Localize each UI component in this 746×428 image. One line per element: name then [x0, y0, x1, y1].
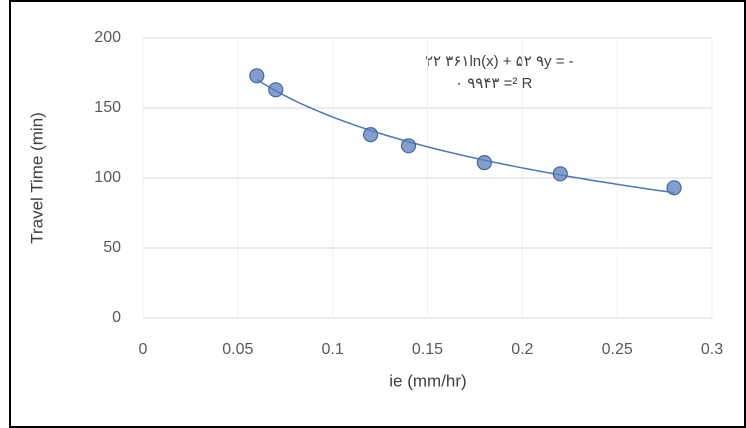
data-point: [269, 83, 283, 97]
data-point: [477, 156, 491, 170]
x-axis-title: ie (mm/hr): [389, 371, 466, 390]
y-tick-label: 200: [94, 29, 121, 46]
y-tick-label: 50: [103, 239, 121, 256]
chart: Travel Time (min) ie (mm/hr) ۲۲ ۳۶۱ln(x)…: [0, 0, 746, 428]
y-tick-label: 0: [112, 309, 121, 326]
data-point: [250, 69, 264, 83]
data-point: [667, 181, 681, 195]
data-point: [553, 167, 567, 181]
x-tick-label: 0.05: [222, 341, 253, 358]
x-tick-label: 0.3: [701, 341, 723, 358]
data-point: [364, 128, 378, 142]
chart-frame: [10, 1, 745, 427]
trendline-equation: ۲۲ ۳۶۱ln(x) + ۵۲ ۹y = -: [425, 53, 574, 70]
x-tick-label: 0.25: [602, 341, 633, 358]
r-squared: ۰ ۹۹۴۳ =² R: [455, 75, 533, 92]
x-tick-label: 0.15: [412, 341, 443, 358]
x-tick-label: 0.1: [322, 341, 344, 358]
x-tick-label: 0: [139, 341, 148, 358]
x-tick-label: 0.2: [511, 341, 533, 358]
y-tick-label: 100: [94, 169, 121, 186]
y-axis-title: Travel Time (min): [27, 112, 46, 244]
data-point: [402, 139, 416, 153]
y-tick-label: 150: [94, 99, 121, 116]
